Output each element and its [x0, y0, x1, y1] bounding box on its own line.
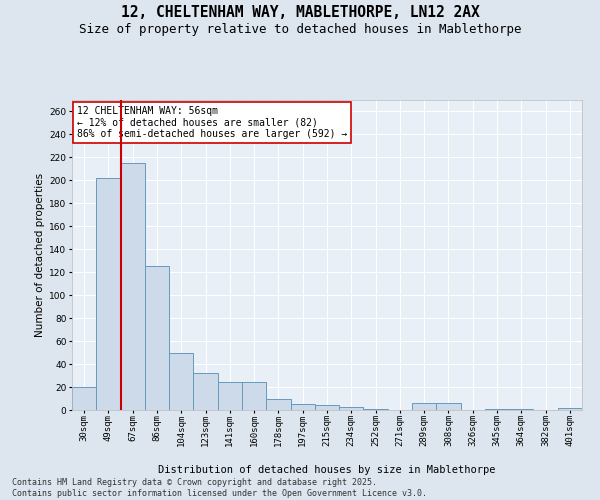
Bar [364, 409, 388, 410]
Bar [485, 409, 509, 410]
Bar [290, 404, 315, 410]
Bar [96, 178, 121, 410]
Bar [436, 403, 461, 410]
Bar [72, 387, 96, 410]
Text: 12 CHELTENHAM WAY: 56sqm
← 12% of detached houses are smaller (82)
86% of semi-d: 12 CHELTENHAM WAY: 56sqm ← 12% of detach… [77, 106, 347, 140]
Bar [315, 406, 339, 410]
Text: Contains HM Land Registry data © Crown copyright and database right 2025.
Contai: Contains HM Land Registry data © Crown c… [12, 478, 427, 498]
Bar [558, 408, 582, 410]
Text: Distribution of detached houses by size in Mablethorpe: Distribution of detached houses by size … [158, 465, 496, 475]
Bar [339, 406, 364, 410]
Bar [145, 266, 169, 410]
Bar [193, 374, 218, 410]
Bar [169, 352, 193, 410]
Bar [242, 382, 266, 410]
Bar [509, 409, 533, 410]
Bar [412, 403, 436, 410]
Bar [266, 398, 290, 410]
Text: 12, CHELTENHAM WAY, MABLETHORPE, LN12 2AX: 12, CHELTENHAM WAY, MABLETHORPE, LN12 2A… [121, 5, 479, 20]
Y-axis label: Number of detached properties: Number of detached properties [35, 173, 45, 337]
Text: Size of property relative to detached houses in Mablethorpe: Size of property relative to detached ho… [79, 22, 521, 36]
Bar [218, 382, 242, 410]
Bar [121, 163, 145, 410]
